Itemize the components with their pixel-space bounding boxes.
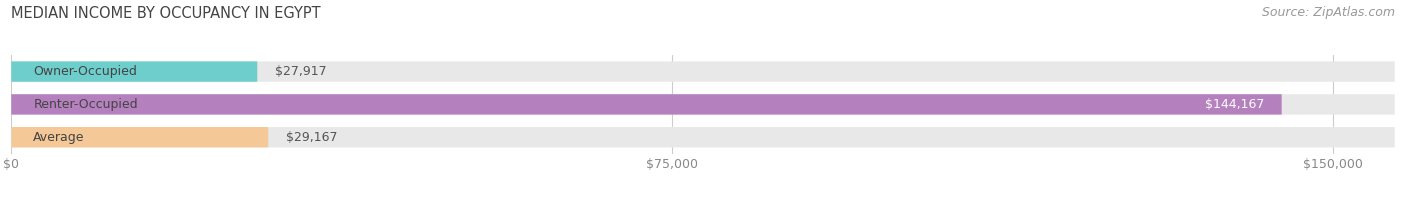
Text: Source: ZipAtlas.com: Source: ZipAtlas.com	[1261, 6, 1395, 19]
Text: Owner-Occupied: Owner-Occupied	[34, 65, 138, 78]
Text: $27,917: $27,917	[276, 65, 326, 78]
Text: $29,167: $29,167	[285, 131, 337, 144]
FancyBboxPatch shape	[11, 127, 1395, 147]
FancyBboxPatch shape	[11, 61, 257, 82]
Text: Renter-Occupied: Renter-Occupied	[34, 98, 138, 111]
FancyBboxPatch shape	[11, 94, 1395, 115]
FancyBboxPatch shape	[11, 61, 1395, 82]
FancyBboxPatch shape	[11, 127, 269, 147]
FancyBboxPatch shape	[11, 94, 1282, 115]
Text: $144,167: $144,167	[1205, 98, 1264, 111]
Text: Average: Average	[34, 131, 84, 144]
Text: MEDIAN INCOME BY OCCUPANCY IN EGYPT: MEDIAN INCOME BY OCCUPANCY IN EGYPT	[11, 6, 321, 21]
